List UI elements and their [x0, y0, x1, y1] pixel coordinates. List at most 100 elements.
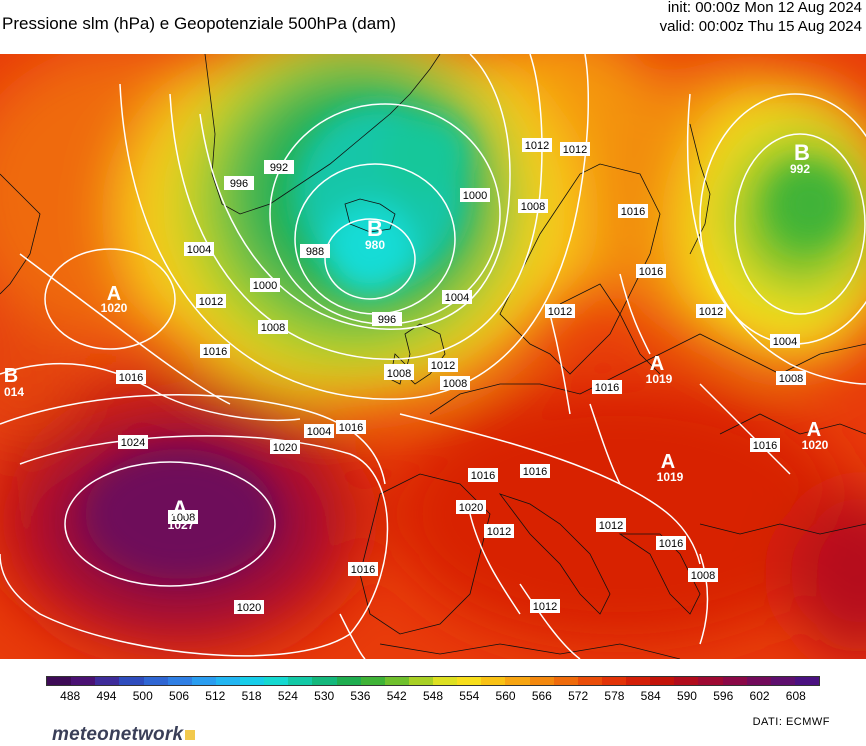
color-swatch: [794, 677, 819, 685]
isobar-label: 1008: [258, 320, 288, 334]
isobar-label: 1016: [750, 438, 780, 452]
init-time: init: 00:00z Mon 12 Aug 2024: [667, 0, 862, 16]
isobar-label-text: 1008: [779, 373, 803, 385]
isobar-label: 1008: [518, 199, 548, 213]
center-letter: B: [4, 365, 18, 387]
center-value: 1019: [657, 470, 684, 484]
isobar-label: 1012: [522, 138, 552, 152]
isobar-label: 1024: [118, 435, 148, 449]
isobar-label: 1012: [545, 304, 575, 318]
center-value: 1020: [802, 438, 829, 452]
color-scale-tick: 512: [205, 689, 226, 703]
isobar-label-text: 1016: [659, 538, 683, 550]
isobar-label-text: 1008: [261, 322, 285, 334]
color-swatch: [167, 677, 192, 685]
isobar-label: 1004: [184, 242, 214, 256]
isobar-label: 1016: [636, 264, 666, 278]
color-swatch: [505, 677, 530, 685]
isobar-label-text: 1008: [171, 512, 195, 524]
isobar-label: 1008: [440, 376, 470, 390]
isobar-label-text: 1016: [639, 266, 663, 278]
high-pressure-center: A 1027: [168, 496, 195, 532]
meteonetwork-logo: meteonetwork: [52, 724, 196, 746]
color-scale-tick: 548: [422, 689, 444, 703]
center-value: 1027: [168, 518, 195, 532]
color-swatch: [746, 677, 771, 685]
color-swatch: [191, 677, 216, 685]
high-pressure-center: A 1019: [646, 353, 673, 386]
isobar-label: 1000: [460, 188, 490, 202]
isobar-label: 1000: [250, 278, 280, 292]
color-scale-ticks: 488 494 500 506 512 518 524 530 536 542 548 554 560 5…: [46, 689, 820, 705]
isobar-label: 1016: [116, 370, 146, 384]
isobar-label: 1012: [196, 294, 226, 308]
isobar-label: 996: [372, 312, 402, 326]
isobar-label-text: 1004: [187, 244, 211, 256]
color-scale-tick: 542: [386, 689, 407, 703]
isobar-label-text: 1012: [199, 296, 223, 308]
color-swatch: [577, 677, 602, 685]
color-swatch: [312, 677, 337, 685]
color-scale-tick: 578: [604, 689, 625, 703]
center-letter: B: [367, 216, 383, 241]
isobar-label: 1004: [304, 424, 334, 438]
isobar-label: 1008: [384, 366, 414, 380]
isobar-label-text: 1000: [463, 190, 487, 202]
isobar-label: 1012: [696, 304, 726, 318]
isobar-label-text: 1016: [339, 422, 363, 434]
isobar-label: 1012: [530, 599, 560, 613]
isobar-label-text: 1012: [533, 601, 557, 613]
isobar-label-text: 1004: [445, 292, 469, 304]
isobar-label-text: 1016: [621, 206, 645, 218]
center-letter: A: [650, 353, 664, 375]
isobar-label: 1012: [560, 142, 590, 156]
color-swatch: [529, 677, 554, 685]
color-scale-tick: 602: [749, 689, 770, 703]
center-value: 014: [4, 385, 24, 399]
isobar-label-text: 988: [306, 246, 324, 258]
isobar-label: 1004: [770, 334, 800, 348]
color-swatch: [119, 677, 144, 685]
isobar-label: 1016: [348, 562, 378, 576]
color-scale-tick: 506: [169, 689, 190, 703]
color-swatch: [336, 677, 361, 685]
low-pressure-center: B 980: [365, 216, 385, 252]
isobar-label-text: 1024: [121, 437, 145, 449]
isobar-label-text: 1012: [431, 360, 455, 372]
isobar-label-text: 1012: [599, 520, 623, 532]
color-scale-tick: 608: [785, 689, 806, 703]
color-swatch: [698, 677, 723, 685]
center-letter: B: [794, 140, 810, 165]
isobar-label-text: 1012: [487, 526, 511, 538]
color-swatch: [360, 677, 385, 685]
isobar-label-text: 992: [270, 162, 288, 174]
color-swatch: [553, 677, 578, 685]
color-scale-tick: 554: [459, 689, 480, 703]
isobar-label: 1016: [200, 344, 230, 358]
color-scale-tick: 590: [676, 689, 697, 703]
isobar-label: 996: [224, 176, 254, 190]
center-value: 1019: [646, 372, 673, 386]
logo-text: meteonetwork: [52, 724, 184, 745]
low-pressure-center: B 992: [790, 140, 810, 176]
weather-map: 1012 1008 1012 1016 1004 1008 1016 1016 …: [0, 54, 866, 659]
color-swatch: [264, 677, 289, 685]
isobar-label: 1004: [442, 290, 472, 304]
color-swatch: [457, 677, 482, 685]
isobar-label-text: 1016: [119, 372, 143, 384]
center-value: 980: [365, 238, 385, 252]
color-swatch: [626, 677, 651, 685]
high-pressure-center: A 1020: [101, 283, 128, 315]
color-scale-tick: 524: [277, 689, 298, 703]
isobar-label: 1016: [468, 468, 498, 482]
color-swatch: [433, 677, 458, 685]
isobar-label: 1020: [456, 500, 486, 514]
isobar-label: 988: [300, 244, 330, 258]
isobar-label-text: 1008: [521, 201, 545, 213]
isobar-label: 1020: [234, 600, 264, 614]
isobar-label-text: 1008: [443, 378, 467, 390]
center-letter: A: [807, 419, 821, 441]
isobar-label-text: 1016: [753, 440, 777, 452]
isobar-label-text: 1020: [237, 602, 261, 614]
color-swatch: [408, 677, 433, 685]
